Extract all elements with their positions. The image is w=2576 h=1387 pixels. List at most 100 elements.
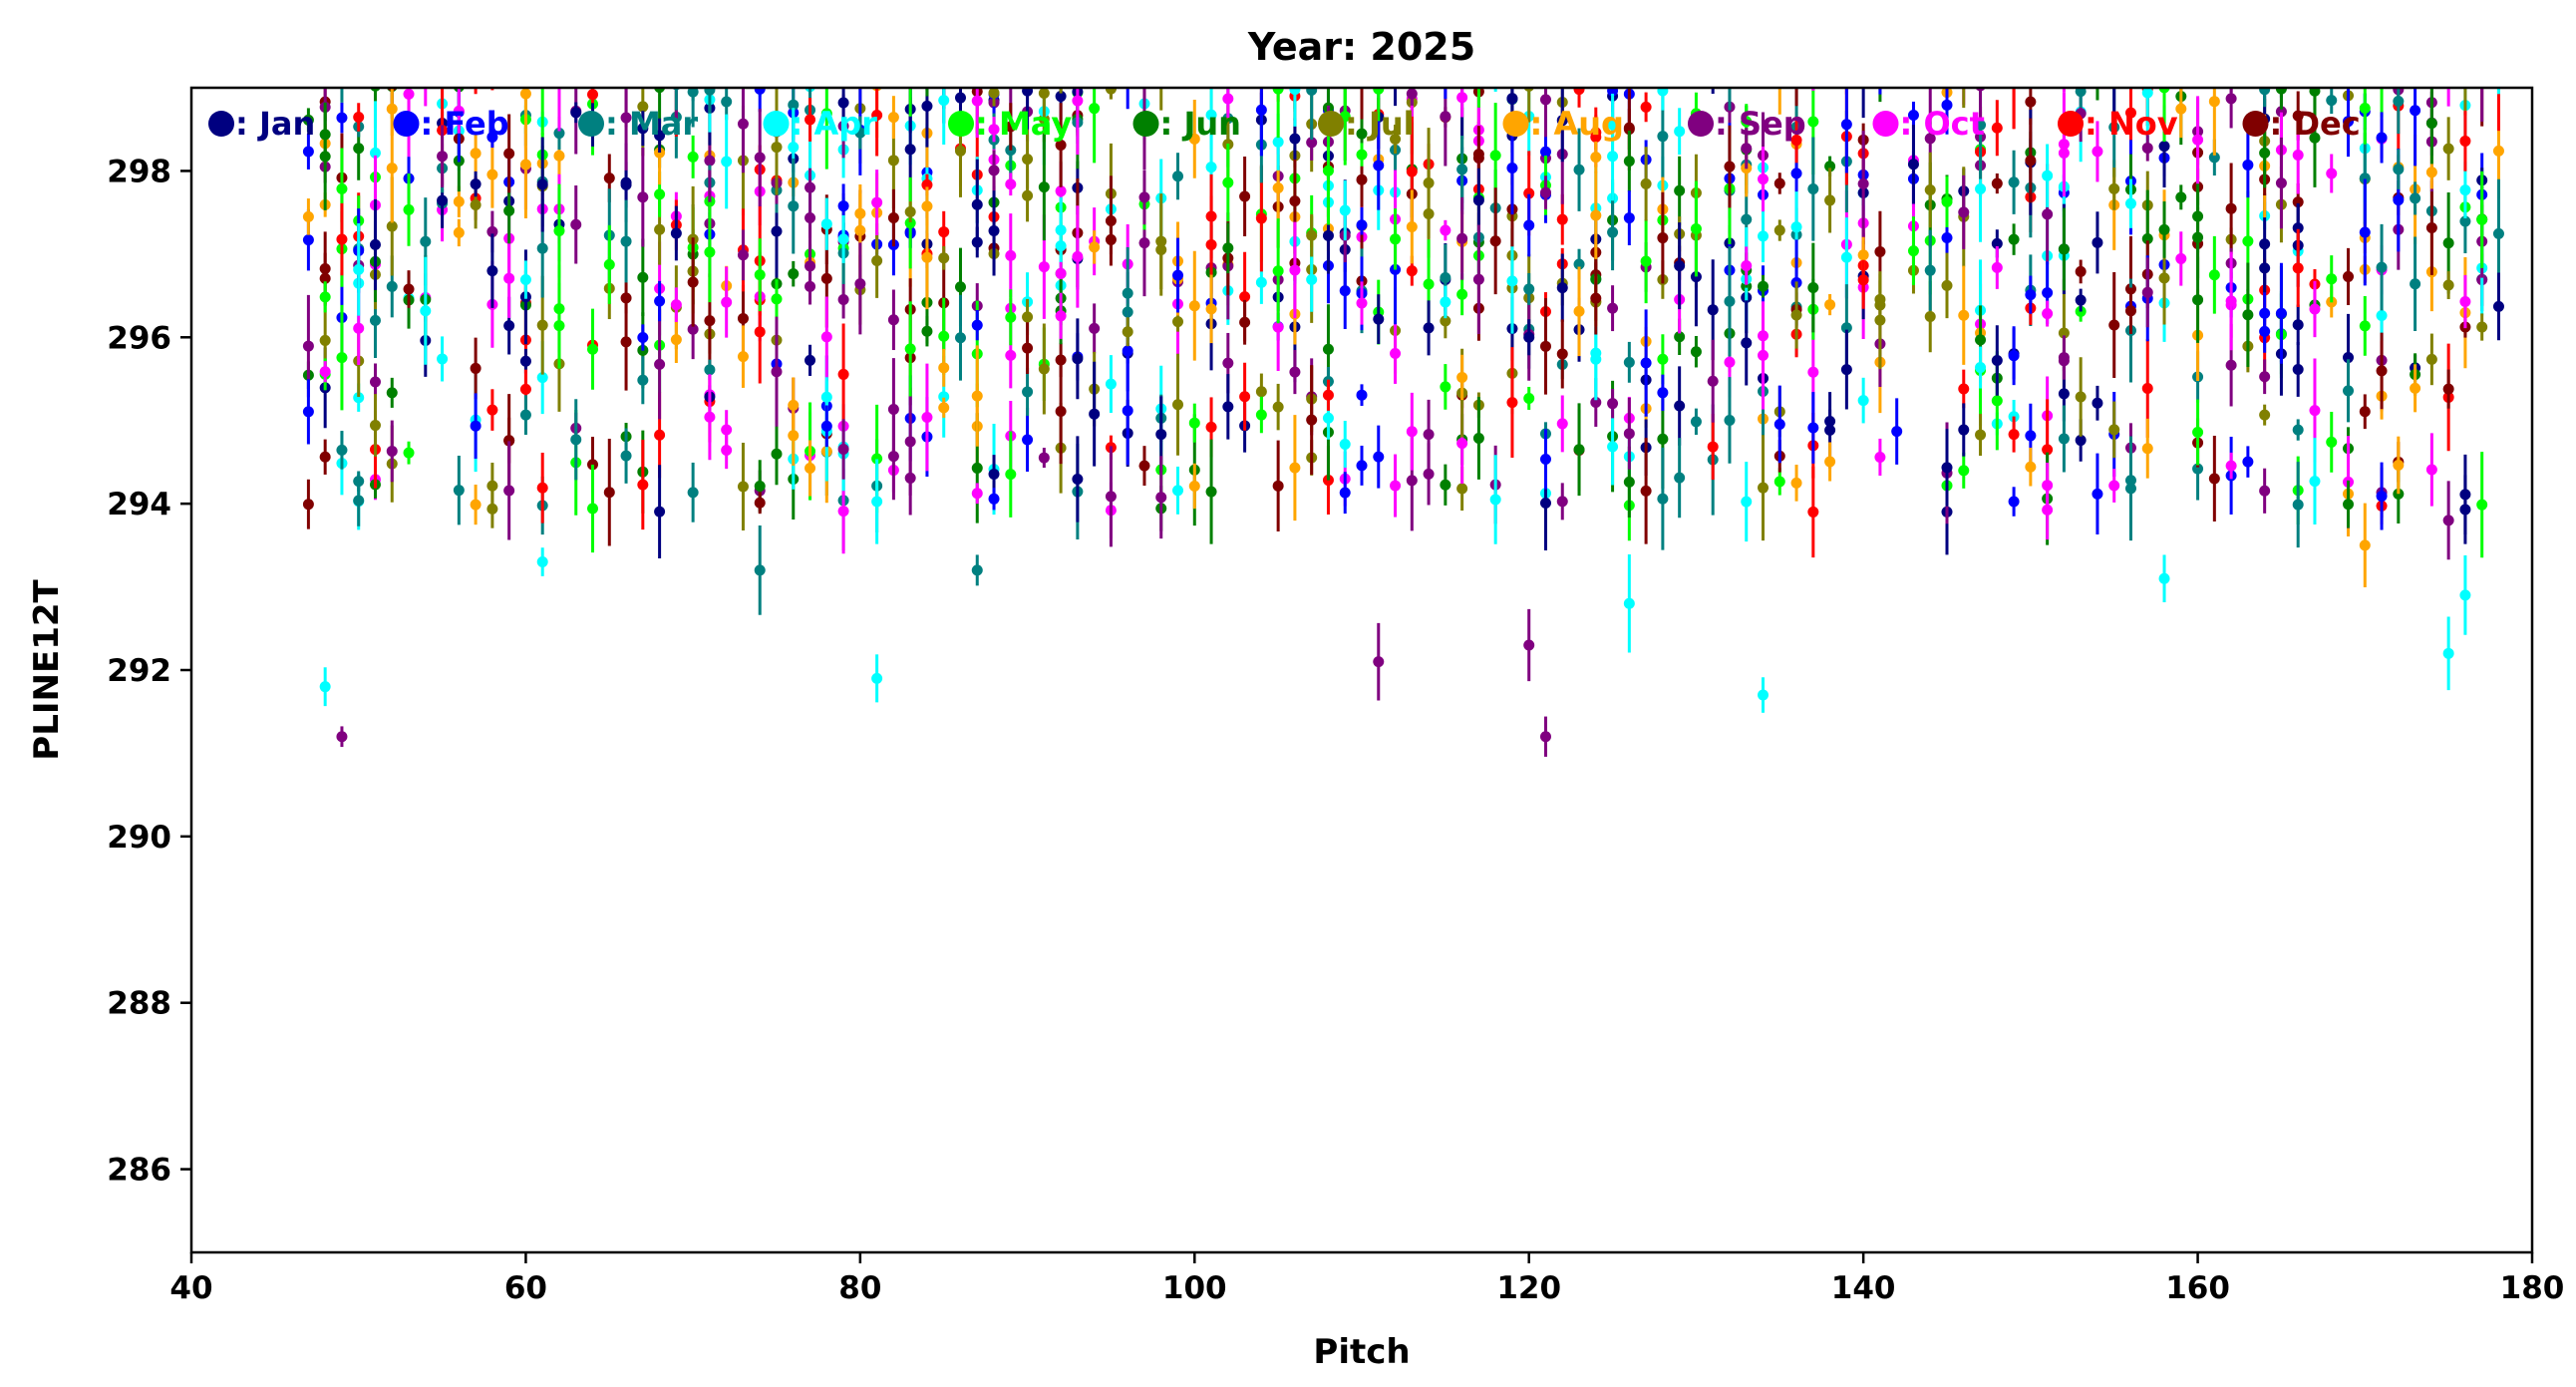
- point-marker: [1105, 378, 1117, 390]
- point-marker: [336, 45, 347, 56]
- data-point: [2459, 274, 2471, 329]
- point-marker: [1707, 304, 1719, 316]
- point-marker: [1356, 149, 1368, 161]
- data-point: [1991, 245, 2003, 289]
- data-point: [2008, 416, 2020, 453]
- point-marker: [1556, 282, 1568, 294]
- point-marker: [637, 123, 649, 135]
- legend-marker: [1688, 111, 1714, 137]
- point-marker: [404, 69, 415, 80]
- x-tick-label: 80: [838, 1270, 881, 1306]
- data-point: [1975, 414, 1987, 457]
- data-point: [1841, 42, 1852, 65]
- point-marker: [1122, 287, 1133, 299]
- data-point: [1758, 435, 1770, 541]
- point-marker: [2442, 383, 2454, 395]
- point-marker: [1790, 135, 1802, 147]
- data-point: [1907, 125, 1919, 204]
- data-point: [2380, 88, 2384, 118]
- point-marker: [1172, 48, 1183, 59]
- legend-item: : Jun: [1132, 105, 1241, 143]
- data-point: [2292, 462, 2304, 548]
- point-marker: [2192, 427, 2204, 439]
- data-point: [687, 462, 699, 522]
- point-marker: [353, 263, 365, 275]
- legend-item: : Sep: [1688, 105, 1806, 143]
- point-marker: [1539, 454, 1551, 466]
- point-marker: [386, 220, 398, 232]
- data-point: [1255, 396, 1267, 434]
- data-point: [1005, 213, 1017, 298]
- data-point: [2192, 399, 2204, 466]
- data-point: [837, 323, 849, 426]
- point-marker: [1222, 242, 1234, 254]
- data-point: [470, 135, 482, 173]
- point-marker: [1807, 116, 1819, 128]
- point-marker: [1773, 177, 1785, 189]
- point-marker: [754, 326, 766, 338]
- point-marker: [1857, 395, 1869, 407]
- point-marker: [2025, 155, 2037, 167]
- point-marker: [1423, 322, 1435, 334]
- point-marker: [2075, 88, 2087, 98]
- point-marker: [654, 429, 666, 441]
- point-marker: [938, 252, 950, 264]
- point-marker: [519, 274, 531, 286]
- data-point: [2058, 405, 2070, 473]
- point-marker: [1623, 212, 1635, 224]
- point-marker: [1707, 375, 1719, 387]
- point-marker: [2309, 132, 2321, 144]
- point-marker: [921, 43, 932, 54]
- point-marker: [1339, 285, 1351, 297]
- point-marker: [1022, 154, 1034, 166]
- point-marker: [2493, 74, 2504, 85]
- point-marker: [871, 453, 883, 465]
- point-marker: [871, 496, 883, 508]
- point-marker: [1022, 88, 1034, 97]
- point-marker: [319, 129, 331, 141]
- data-point: [1857, 131, 1869, 237]
- point-marker: [1607, 64, 1618, 75]
- point-marker: [302, 114, 314, 126]
- y-tick-label: 286: [107, 1153, 171, 1189]
- point-marker: [1824, 415, 1836, 427]
- data-point: [2492, 178, 2504, 289]
- point-marker: [1456, 288, 1468, 300]
- point-marker: [988, 225, 1000, 237]
- data-point: [2058, 207, 2070, 291]
- data-point: [1172, 466, 1184, 515]
- point-marker: [2376, 491, 2388, 503]
- point-marker: [654, 130, 666, 142]
- point-marker: [1272, 182, 1284, 194]
- data-point: [503, 441, 515, 540]
- point-marker: [688, 67, 699, 78]
- point-marker: [1306, 229, 1318, 241]
- point-marker: [2192, 463, 2204, 475]
- point-marker: [1089, 241, 1101, 253]
- data-point: [2275, 137, 2287, 229]
- point-marker: [2292, 110, 2304, 122]
- point-marker: [754, 269, 766, 281]
- data-point: [570, 185, 582, 264]
- point-marker: [1056, 72, 1067, 83]
- point-marker: [1005, 311, 1017, 323]
- point-marker: [737, 118, 749, 130]
- point-marker: [1556, 213, 1568, 225]
- data-point: [1506, 347, 1518, 459]
- point-marker: [1690, 346, 1702, 358]
- point-marker: [921, 251, 933, 263]
- point-marker: [1188, 480, 1200, 492]
- point-marker: [1089, 408, 1101, 420]
- point-marker: [1022, 189, 1034, 201]
- point-marker: [2108, 74, 2119, 85]
- point-marker: [1523, 283, 1535, 295]
- point-marker: [1523, 331, 1535, 343]
- point-marker: [420, 305, 432, 317]
- data-point: [1172, 38, 1183, 69]
- point-marker: [2124, 305, 2136, 317]
- data-point: [1707, 339, 1719, 423]
- point-marker: [754, 88, 766, 95]
- point-marker: [1607, 226, 1619, 238]
- point-marker: [1239, 291, 1251, 303]
- data-point: [904, 176, 916, 269]
